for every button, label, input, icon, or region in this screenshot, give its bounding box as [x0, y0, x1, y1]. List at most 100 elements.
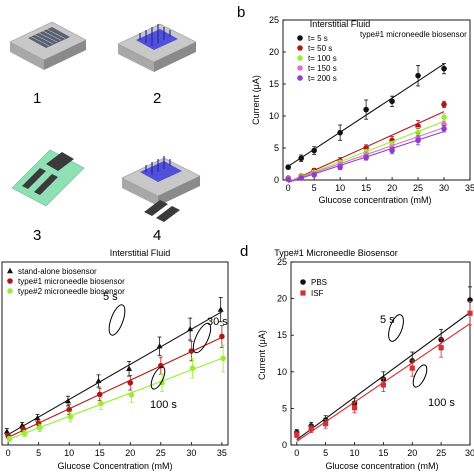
chart-b-xtick-label: 35	[465, 183, 474, 193]
chart-b-ytick-label: 20	[269, 47, 279, 57]
chart-b-xtick-label: 10	[335, 183, 345, 193]
chart-d-point	[308, 426, 314, 432]
chart-b-point	[415, 137, 421, 144]
chart-d-ytick-label: 25	[277, 257, 287, 267]
chart-c-annotation-ellipse-100s	[150, 366, 166, 390]
chart-c-point	[220, 355, 226, 362]
chart-d-xtick-label: 5	[323, 448, 328, 458]
chart-c-legend-label: type#2 microneedle biosensor	[18, 287, 125, 296]
chart-c-point	[219, 333, 225, 340]
panel-b-letter: b	[237, 4, 245, 21]
chart-c-xtick-label: 15	[95, 448, 105, 458]
chart-b-point	[285, 176, 291, 183]
chart-b-point	[389, 147, 395, 154]
chart-b-point	[441, 126, 447, 132]
step-4-illustration	[121, 156, 201, 222]
chart-d-ytick-label: 20	[277, 294, 287, 304]
chart-c-point	[6, 436, 13, 442]
chart-c-point	[96, 391, 103, 398]
panel-d-title: Type#1 Microneedle Biosensor	[274, 248, 398, 258]
chart-b-legend-label: t= 5 s	[308, 34, 328, 43]
chart-d-point	[467, 310, 473, 316]
chart-c-annotation-ellipse-5s	[108, 304, 126, 336]
chart-b-point	[298, 175, 304, 181]
chart-b-ytick-label: 0	[274, 175, 279, 185]
chart-c-fit-line-1	[7, 336, 223, 438]
chart-b-point	[389, 98, 395, 105]
chart-c-point	[21, 430, 28, 437]
chart-c-point	[95, 377, 102, 384]
chart-b-point	[337, 164, 343, 170]
panel-c-title: Interstitial Fluid	[110, 248, 171, 258]
chart-b-xtick-label: 30	[439, 183, 449, 193]
chart-b-point	[363, 106, 369, 113]
chart-b-point	[311, 147, 317, 154]
chart-c-point	[127, 379, 134, 386]
chart-c-point	[64, 397, 71, 404]
chart-d: 0 5 10 15 20 25 30 0 5 10 15 20 25 PBS ISF 5 s 100 s	[277, 257, 474, 458]
chart-d-annotation-ellipse-5s	[388, 314, 404, 342]
chart-c-xtick-label: 35	[217, 448, 227, 458]
chart-c-xtick-label: 0	[6, 448, 11, 458]
chart-b-point	[363, 154, 369, 161]
chart-d-ytick-label: 5	[282, 403, 287, 413]
chart-c-point	[67, 414, 74, 420]
chart-c-fit-line-0	[7, 311, 223, 436]
chart-d-legend-label: ISF	[311, 289, 324, 298]
step-1-illustration	[9, 21, 87, 70]
chart-b-ytick-label: 15	[269, 79, 279, 89]
chart-c-annotation-ellipse-30s	[192, 322, 212, 354]
panel-d-ylabel: Current (μA)	[257, 330, 267, 380]
chart-c-xtick-label: 25	[156, 448, 166, 458]
panel-b-xlabel: Glucose concentration (mM)	[318, 195, 431, 205]
chart-b-ytick-label: 5	[274, 143, 279, 153]
chart-b-xtick-label: 15	[361, 183, 371, 193]
panel-d: d Type#1 Microneedle Biosensor Current (…	[240, 243, 439, 471]
chart-b-ytick-label: 25	[269, 15, 279, 25]
chart-d-frame	[290, 261, 471, 446]
panel-b-ylabel: Current (μA)	[251, 75, 261, 125]
chart-d-legend-label: PBS	[311, 278, 327, 287]
chart-d-point	[323, 421, 329, 427]
chart-b-xtick-label: 0	[286, 183, 291, 193]
panel-b-annotation: type#1 microneedle biosensor	[360, 30, 467, 39]
panel-c: Interstitial Fluid Glucose Concentration…	[57, 248, 172, 471]
chart-b-xtick-label: 25	[413, 183, 423, 193]
chart-b-point	[441, 114, 447, 121]
chart-d-xtick-label: 25	[436, 448, 446, 458]
step-4-label: 4	[153, 227, 161, 244]
chart-d-annotation-5s: 5 s	[380, 314, 395, 326]
chart-b-legend-label: t= 150 s	[308, 64, 337, 73]
chart-c-point	[128, 392, 135, 398]
chart-c-legend-marker	[7, 278, 13, 284]
chart-d-annotation-100s: 100 s	[428, 397, 455, 409]
chart-d-xtick-label: 20	[407, 448, 417, 458]
chart-d-ytick-label: 15	[277, 330, 287, 340]
chart-c-legend-label: type#1 microneedle biosensor	[18, 277, 125, 286]
chart-d-legend-marker	[300, 279, 306, 285]
chart-b-legend-marker	[297, 65, 303, 71]
chart-c-point	[156, 342, 163, 349]
step-3-illustration	[11, 149, 85, 207]
chart-d-ytick-label: 0	[282, 440, 287, 450]
panel-c-xlabel: Glucose Concentration (mM)	[57, 461, 172, 471]
chart-c-annotation-100s: 100 s	[150, 399, 177, 411]
chart-d-xtick-label: 0	[294, 448, 299, 458]
chart-c-point	[34, 414, 41, 421]
chart-b-point	[285, 164, 291, 170]
chart-b-xtick-label: 5	[312, 183, 317, 193]
chart-c-annotation-5s: 5 s	[103, 291, 118, 303]
chart-d-ytick-label: 10	[277, 367, 287, 377]
chart-b-frame	[282, 19, 471, 181]
chart-b-point	[441, 65, 447, 72]
chart-b-point	[298, 155, 304, 162]
panel-d-xlabel: Glucose concentration (mM)	[325, 461, 438, 471]
step-3-label: 3	[33, 227, 41, 244]
chart-d-annotation-ellipse-100s	[412, 364, 428, 388]
chart-d-point	[409, 365, 415, 371]
chart-c-xtick-label: 5	[36, 448, 41, 458]
chart-c-legend-marker	[7, 288, 13, 294]
chart-d-xtick-label: 15	[378, 448, 388, 458]
